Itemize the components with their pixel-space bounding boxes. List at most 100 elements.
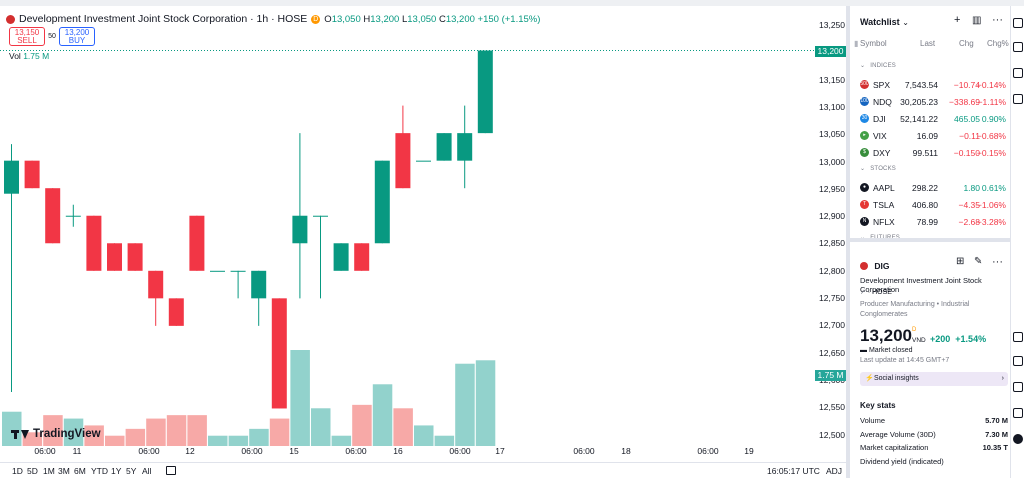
calendar-panel-icon[interactable] [1013,332,1023,342]
range-button-6m[interactable]: 6M [74,466,86,476]
key-stat-row[interactable]: Market capitalization 10.35 T [860,443,1008,452]
delayed-data-icon[interactable]: D [311,14,321,24]
panel-divider[interactable] [850,238,1010,242]
range-button-ytd[interactable]: YTD [91,466,108,476]
alerts-icon[interactable] [1013,42,1023,52]
ideas-icon[interactable] [1013,68,1023,78]
volume-legend[interactable]: Vol 1.75 M [9,51,49,61]
chat-icon[interactable] [1013,382,1023,392]
row-symbol: DJI [873,114,886,124]
price-axis[interactable]: 13,250 13,200 13,150 13,100 13,050 13,000 12,9… [815,6,846,456]
range-button-1d[interactable]: 1D [12,466,23,476]
row-chg: −338.69 [949,97,980,107]
volume-bar [475,360,496,446]
account-icon[interactable] [1013,434,1023,444]
chart-pane[interactable] [0,6,846,478]
row-last: 78.99 [916,217,938,227]
range-button-5y[interactable]: 5Y [126,466,137,476]
right-panel: Watchlist ⌄ + ▥ ··· ▮ Symbol Last Chg Ch… [846,6,1010,478]
detail-name: Development Investment Joint Stock Corpo… [860,276,982,294]
candle-body [457,133,473,161]
grid-view-icon[interactable]: ⊞ [956,256,965,267]
chart-canvas[interactable] [0,6,846,478]
price-axis-label: 12,750 [819,293,845,303]
detail-sector[interactable]: Producer Manufacturing • Industrial Cong… [860,301,970,318]
range-button-5d[interactable]: 5D [27,466,38,476]
clock-readout[interactable]: 16:05:17 UTC [767,466,820,476]
drag-handle-icon[interactable]: ▮ [854,39,859,48]
range-button-1m[interactable]: 1M [43,466,55,476]
detail-change: +200 +1.54% [930,334,986,344]
time-axis[interactable]: 06:00 11 06:00 12 06:00 15 06:00 16 06:00 17 06:00… [0,446,814,460]
watchlist-row-tsla[interactable]: T TSLA 406.80 −4.35 −1.06% [850,197,1010,213]
time-axis-label: 18 [621,446,631,456]
news-icon[interactable] [1013,94,1023,104]
range-button-3m[interactable]: 3M [58,466,70,476]
candle-body [477,50,493,134]
volume-bar [125,428,146,446]
detail-more-icon[interactable]: ··· [992,256,1003,268]
market-status-text: Market closed [868,347,913,354]
watchlist-row-dji[interactable]: 30 DJI 52,141.22 465.05 0.90% [850,111,1010,127]
watchlist-panel-icon[interactable] [1013,18,1023,28]
key-stat-row[interactable]: Average Volume (30D) 7.30 M [860,430,1008,439]
detail-symbol[interactable]: DIG [874,261,890,271]
detail-exchange[interactable]: ↗ · HOSE [860,288,892,296]
range-button-all[interactable]: All [142,466,152,476]
advanced-view-icon[interactable]: ▥ [972,15,982,26]
help-icon[interactable] [1013,408,1023,418]
edit-icon[interactable]: ✎ [974,256,983,267]
last-price-badge: 13,200 [815,46,846,57]
row-chg-pct: −3.28% [976,217,1006,227]
buy-button[interactable]: 13,200 BUY [59,27,95,46]
add-symbol-icon[interactable]: + [954,14,961,26]
section-stocks[interactable]: ⌄ STOCKS [860,165,896,172]
watchlist-title[interactable]: Watchlist ⌄ [860,17,909,27]
buy-price: 13,200 [64,28,90,37]
watchlist-row-nflx[interactable]: N NFLX 78.99 −2.68 −3.28% [850,214,1010,230]
vix-logo-icon: ▸ [860,131,869,140]
symbol-logo-icon [6,14,15,24]
key-stat-row[interactable]: Volume 5.70 M [860,416,1008,425]
chart-legend: Development Investment Joint Stock Corpo… [6,13,540,25]
row-chg-pct: 0.61% [981,183,1006,193]
time-axis-label: 06:00 [34,446,56,456]
calendar-icon[interactable] [166,466,176,475]
range-button-1y[interactable]: 1Y [111,466,122,476]
watchlist-row-aapl[interactable]: ● AAPL 298.22 1.80 0.61% [850,180,1010,196]
market-status: ▬ Market closed [860,347,913,354]
row-chg: 1.80 [963,183,980,193]
watchlist-row-vix[interactable]: ▸ VIX 16.09 −0.11 −0.68% [850,128,1010,144]
tsla-logo-icon: T [860,200,869,209]
row-last: 99.511 [912,148,938,158]
watchlist-row-spx[interactable]: 500 SPX 7,543.54 −10.74 −0.14% [850,77,1010,93]
row-symbol: TSLA [873,200,895,210]
spread-value: 50 [48,33,56,40]
time-axis-label: 06:00 [241,446,263,456]
key-stats-title: Key stats [860,401,896,410]
price-axis-label: 12,550 [819,402,845,413]
time-axis-label: 11 [72,446,82,456]
column-last[interactable]: Last [920,39,936,48]
column-symbol[interactable]: Symbol [860,39,887,48]
more-options-icon[interactable]: ··· [992,14,1003,26]
volume-bar [187,415,207,446]
section-indices[interactable]: ⌄ INDICES [860,62,896,69]
sell-button[interactable]: 13,150 SELL [9,27,45,46]
social-insights-button[interactable]: ⚡ Social insights › [860,372,1008,386]
candle-body [292,215,308,244]
candle-body [107,243,122,271]
watchlist-row-ndq[interactable]: 100 NDQ 30,205.23 −338.69 −1.11% [850,94,1010,110]
price-axis-label: 13,150 [819,74,845,85]
nflx-logo-icon: N [860,217,869,226]
tradingview-logo[interactable]: TradingView [11,428,101,440]
adj-toggle[interactable]: ADJ [826,466,843,476]
column-chg-pct[interactable]: Chg% [987,39,1009,48]
symbol-title[interactable]: Development Investment Joint Stock Corpo… [19,13,308,25]
candle-body [4,160,19,194]
watchlist-row-dxy[interactable]: $ DXY 99.511 −0.150 −0.15% [850,145,1010,161]
key-stat-row[interactable]: Dividend yield (indicated) [860,457,1008,466]
column-chg[interactable]: Chg [959,39,974,48]
volume-legend-label: Vol [9,51,21,61]
notifications-icon[interactable] [1013,356,1023,366]
